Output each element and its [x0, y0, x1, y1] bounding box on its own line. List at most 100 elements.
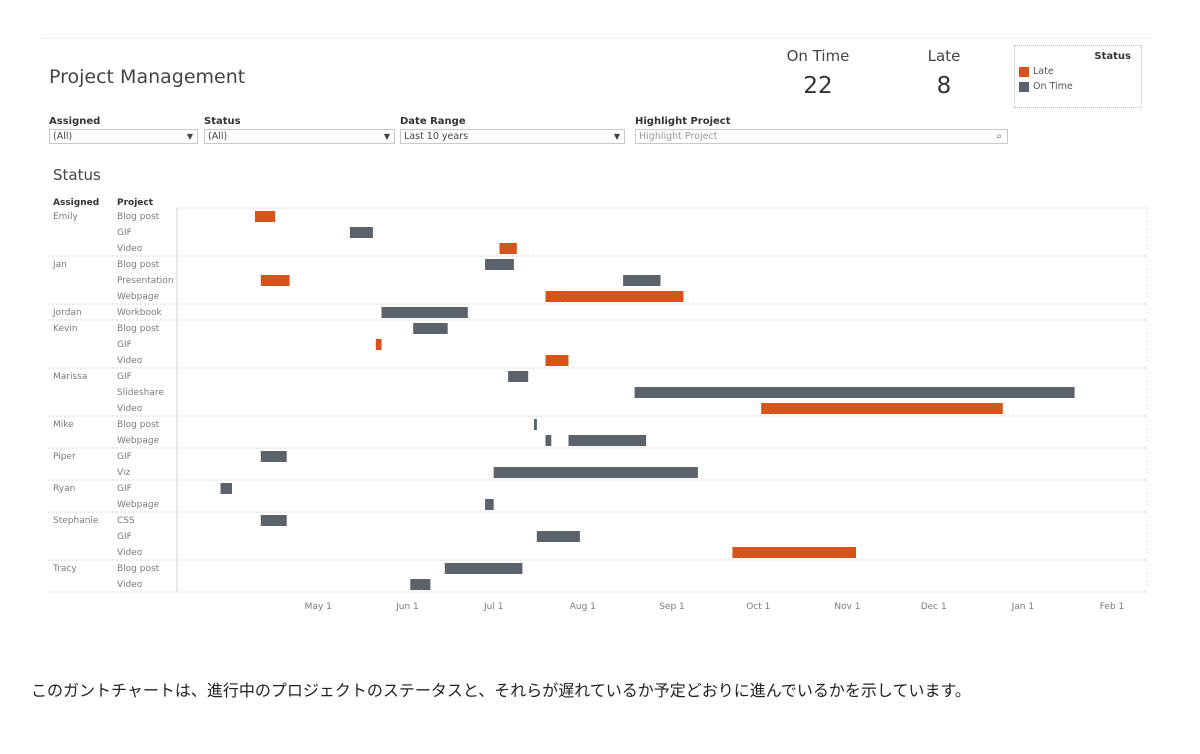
- late-swatch: [1019, 66, 1029, 77]
- date-range-filter-dropdown[interactable]: Last 10 years ▼: [400, 129, 625, 144]
- gantt-bar-on-time[interactable]: [534, 419, 537, 430]
- x-tick-label: Jan 1: [1011, 602, 1034, 612]
- x-tick-label: Sep 1: [659, 602, 685, 612]
- assigned-label: Tracy: [52, 564, 77, 574]
- column-header-assigned: Assigned: [53, 198, 99, 208]
- gantt-bar-on-time[interactable]: [349, 227, 373, 238]
- assigned-label: Ryan: [53, 484, 75, 494]
- gantt-bar-on-time[interactable]: [485, 499, 494, 510]
- project-label: Blog post: [117, 324, 160, 334]
- project-label: Webpage: [117, 292, 160, 302]
- date-range-filter-value: Last 10 years: [404, 131, 469, 142]
- gantt-bar-on-time[interactable]: [410, 579, 431, 590]
- gantt-bar-late[interactable]: [545, 291, 684, 302]
- project-label: Blog post: [117, 564, 160, 574]
- status-legend: Status Late On Time: [1014, 45, 1142, 108]
- x-tick-label: Oct 1: [746, 602, 770, 612]
- highlight-project-placeholder: Highlight Project: [639, 131, 718, 142]
- project-label: Video: [117, 244, 143, 254]
- on-time-swatch: [1019, 81, 1029, 92]
- assigned-filter-label: Assigned: [49, 116, 101, 127]
- legend-label-late: Late: [1033, 66, 1054, 77]
- assigned-label: Stephanie: [53, 516, 99, 526]
- project-label: Video: [117, 548, 143, 558]
- gantt-bar-late[interactable]: [545, 355, 569, 366]
- project-label: GIF: [117, 228, 132, 238]
- x-tick-label: May 1: [305, 602, 332, 612]
- project-label: GIF: [117, 372, 132, 382]
- assigned-label: Marissa: [53, 372, 87, 382]
- gantt-chart: Assigned Project Emily Blog post GIF Video Jan…: [48, 198, 1148, 612]
- highlight-project-label: Highlight Project: [635, 116, 731, 127]
- legend-item-on-time[interactable]: On Time: [1019, 81, 1073, 92]
- gantt-bar-on-time[interactable]: [220, 483, 233, 494]
- legend-title: Status: [1094, 51, 1131, 62]
- column-header-project: Project: [117, 198, 154, 208]
- gantt-bar-on-time[interactable]: [444, 563, 523, 574]
- chevron-down-icon: ▼: [186, 132, 193, 141]
- assigned-label: Mike: [53, 420, 74, 430]
- project-label: Slideshare: [117, 388, 164, 398]
- gantt-bar-late[interactable]: [732, 547, 857, 558]
- assigned-label: Jan: [52, 260, 67, 270]
- chart-section-title: Status: [53, 166, 101, 184]
- gantt-bar-on-time[interactable]: [413, 323, 448, 334]
- project-label: GIF: [117, 452, 132, 462]
- x-tick-label: Feb 1: [1100, 602, 1125, 612]
- assigned-label: Emily: [53, 212, 78, 222]
- project-label: Webpage: [117, 436, 160, 446]
- x-tick-label: Dec 1: [921, 602, 947, 612]
- gantt-bar-on-time[interactable]: [381, 307, 468, 318]
- project-label: CSS: [117, 516, 135, 526]
- late-kpi-value: 8: [936, 73, 952, 99]
- gantt-bar-late[interactable]: [761, 403, 1003, 414]
- search-icon: ⌕: [996, 131, 1002, 142]
- gantt-bar-on-time[interactable]: [260, 451, 287, 462]
- assigned-label: Kevin: [53, 324, 78, 334]
- gantt-bar-on-time[interactable]: [508, 371, 529, 382]
- project-label: Workbook: [117, 308, 163, 318]
- on-time-kpi-value: 22: [803, 73, 833, 99]
- gantt-bar-late[interactable]: [499, 243, 517, 254]
- chart-caption: このガントチャートは、進行中のプロジェクトのステータスと、それらが遅れているか予…: [31, 681, 971, 700]
- project-label: Blog post: [117, 420, 160, 430]
- gantt-bar-on-time[interactable]: [545, 435, 552, 446]
- highlight-project-input[interactable]: Highlight Project ⌕: [635, 129, 1008, 144]
- project-label: Viz: [117, 468, 130, 478]
- project-label: GIF: [117, 484, 132, 494]
- gantt-bar-on-time[interactable]: [568, 435, 647, 446]
- gantt-bar-on-time[interactable]: [493, 467, 698, 478]
- assigned-filter-value: (All): [53, 131, 73, 142]
- assigned-label: Jordan: [52, 308, 82, 318]
- gantt-bar-late[interactable]: [260, 275, 290, 286]
- gantt-bar-on-time[interactable]: [536, 531, 580, 542]
- project-label: Presentation: [117, 276, 174, 286]
- x-tick-label: Jul 1: [483, 602, 503, 612]
- gantt-bar-on-time[interactable]: [623, 275, 661, 286]
- project-label: Video: [117, 356, 143, 366]
- project-label: Webpage: [117, 500, 160, 510]
- assigned-filter-dropdown[interactable]: (All) ▼: [49, 129, 198, 144]
- status-filter-value: (All): [208, 131, 228, 142]
- gantt-bar-late[interactable]: [255, 211, 276, 222]
- x-tick-label: Jun 1: [395, 602, 419, 612]
- assigned-label: Piper: [53, 452, 76, 462]
- status-filter-label: Status: [204, 116, 241, 127]
- date-range-filter-label: Date Range: [400, 116, 466, 127]
- dashboard-title: Project Management: [49, 66, 246, 88]
- project-label: GIF: [117, 532, 132, 542]
- project-label: Video: [117, 580, 143, 590]
- gantt-bar-on-time[interactable]: [634, 387, 1075, 398]
- gantt-bar-late[interactable]: [375, 339, 382, 350]
- gantt-bar-on-time[interactable]: [485, 259, 514, 270]
- x-tick-label: Nov 1: [834, 602, 860, 612]
- project-label: Video: [117, 404, 143, 414]
- project-label: GIF: [117, 340, 132, 350]
- project-label: Blog post: [117, 212, 160, 222]
- legend-item-late[interactable]: Late: [1019, 66, 1054, 77]
- x-tick-label: Aug 1: [570, 602, 596, 612]
- chevron-down-icon: ▼: [613, 132, 620, 141]
- gantt-bar-on-time[interactable]: [260, 515, 287, 526]
- status-filter-dropdown[interactable]: (All) ▼: [204, 129, 395, 144]
- dashboard-frame: [40, 38, 1152, 625]
